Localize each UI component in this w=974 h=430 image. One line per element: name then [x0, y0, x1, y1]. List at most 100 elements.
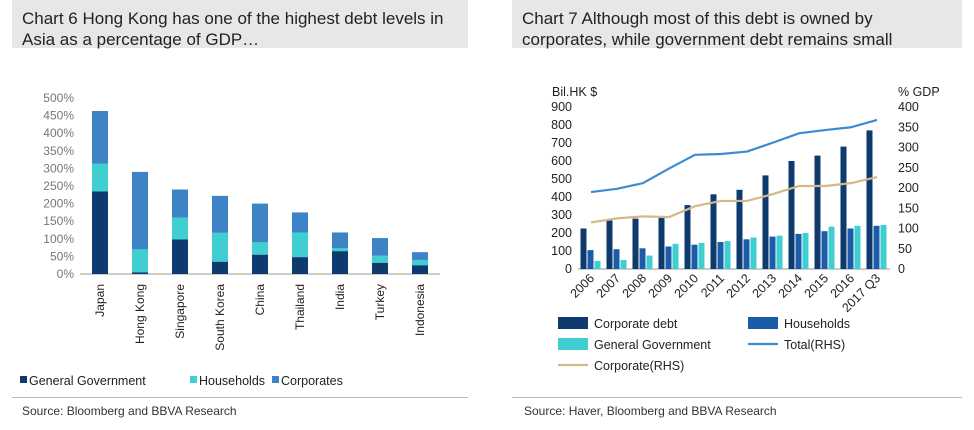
chart6-bar-corporates	[332, 232, 348, 249]
chart7-bar-households	[847, 228, 854, 269]
chart7-legend-label: Corporate(RHS)	[594, 359, 684, 373]
chart7-ytick-left-label: 0	[565, 262, 572, 276]
chart6-source: Source: Bloomberg and BBVA Research	[22, 404, 237, 418]
chart6-ytick-label: 200%	[43, 197, 74, 211]
chart7-bar-corporate-debt	[840, 146, 847, 269]
chart7-ytick-right-label: 50	[898, 242, 912, 256]
chart7-xtick-label: 2010	[672, 271, 702, 301]
chart7-bar-general-government	[880, 224, 887, 269]
chart6-bar-corporates	[372, 238, 388, 256]
chart7-ytick-right-label: 100	[898, 222, 919, 236]
chart7-bar-corporate-debt	[788, 161, 795, 269]
chart7-bar-general-government	[854, 225, 861, 269]
chart7-bar-general-government	[802, 233, 809, 269]
chart7-bar-households	[769, 236, 776, 269]
chart7-xtick-label: 2009	[646, 271, 676, 301]
chart7-bar-households	[873, 225, 880, 269]
chart6-ytick-label: 450%	[43, 109, 74, 123]
chart7-bar-corporate-debt	[658, 217, 665, 269]
chart6-bar-corporates	[292, 212, 308, 233]
chart6-bar-households	[212, 232, 228, 262]
chart6-bar-corporates	[212, 195, 228, 233]
chart7-plot: Bil.HK $% GDP010020030040050060070080090…	[551, 85, 940, 373]
chart7-ytick-right-label: 0	[898, 262, 905, 276]
chart6-xtick-label: Singapore	[173, 284, 187, 339]
chart7-ytick-left-label: 600	[551, 154, 572, 168]
chart7-bar-households	[613, 249, 620, 269]
chart7-ytick-left-label: 500	[551, 172, 572, 186]
chart7-ytick-right-label: 200	[898, 181, 919, 195]
chart7-legend-label: Corporate debt	[594, 317, 678, 331]
chart7-bar-general-government	[594, 260, 601, 269]
chart6-bar-corporates	[172, 189, 188, 218]
chart6-ytick-label: 400%	[43, 126, 74, 140]
chart7-ytick-right-label: 250	[898, 161, 919, 175]
chart7-legend-swatch	[748, 317, 778, 329]
chart6-xtick-label: Turkey	[373, 284, 387, 320]
chart6-ytick-label: 250%	[43, 179, 74, 193]
chart7-panel: Chart 7 Although most of this debt is ow…	[512, 0, 974, 49]
chart7-ytick-left-label: 900	[551, 100, 572, 114]
chart7-ylabel-right: % GDP	[898, 85, 940, 99]
chart6-legend-swatch	[272, 376, 279, 383]
chart6-bar-corporates	[92, 111, 108, 164]
chart7-bar-general-government	[776, 235, 783, 269]
chart7-bar-households	[717, 242, 724, 269]
chart7-bar-corporate-debt	[606, 220, 613, 269]
chart7-bar-households	[795, 233, 802, 269]
chart6-legend-label: Households	[199, 374, 265, 388]
chart7-legend-label: Total(RHS)	[784, 338, 845, 352]
chart6-bar-households	[372, 255, 388, 263]
chart6-bar-general-government	[412, 265, 428, 274]
chart7-legend-label: General Government	[594, 338, 711, 352]
chart6-bar-general-government	[92, 191, 108, 274]
chart6-bar-general-government	[132, 272, 148, 274]
chart6-bar-general-government	[372, 262, 388, 274]
chart6-xtick-label: India	[333, 284, 347, 310]
chart6-bar-households	[412, 259, 428, 266]
chart6-xtick-label: China	[253, 284, 267, 316]
chart6-bar-general-government	[172, 239, 188, 274]
chart6-legend-swatch	[20, 376, 27, 383]
chart6-divider	[12, 397, 468, 398]
chart7-bar-households	[665, 246, 672, 269]
chart7-ytick-left-label: 700	[551, 136, 572, 150]
chart6-ytick-label: 100%	[43, 232, 74, 246]
chart7-bar-corporate-debt	[866, 130, 873, 269]
chart7-ytick-right-label: 350	[898, 120, 919, 134]
chart7-bar-corporate-debt	[710, 194, 717, 269]
chart7-ytick-left-label: 300	[551, 208, 572, 222]
chart7-bar-households	[587, 250, 594, 269]
chart7-ytick-right-label: 400	[898, 100, 919, 114]
chart7-line-corporate-rhs-	[590, 175, 878, 224]
chart7-ytick-left-label: 100	[551, 244, 572, 258]
chart7-divider	[512, 397, 962, 398]
chart6-legend-label: General Government	[29, 374, 146, 388]
chart7-bar-general-government	[750, 237, 757, 269]
chart6-panel: Chart 6 Hong Kong has one of the highest…	[0, 0, 468, 49]
chart7-line-total-rhs-	[590, 118, 878, 194]
chart6-bar-corporates	[252, 203, 268, 243]
chart7-legend-label: Households	[784, 317, 850, 331]
chart6-ytick-label: 300%	[43, 161, 74, 175]
chart6-bar-general-government	[332, 251, 348, 274]
chart6-bar-households	[172, 217, 188, 240]
chart7-bar-general-government	[620, 260, 627, 269]
chart6-ytick-label: 0%	[57, 267, 75, 281]
chart6-ytick-label: 350%	[43, 144, 74, 158]
chart7-ytick-right-label: 150	[898, 201, 919, 215]
chart7-ytick-left-label: 800	[551, 118, 572, 132]
chart7-legend-swatch	[558, 338, 588, 350]
chart7-xtick-label: 2007	[594, 271, 624, 301]
chart6-xtick-label: South Korea	[213, 284, 227, 351]
chart6-bar-households	[332, 248, 348, 252]
chart7-xtick-label: 2012	[724, 271, 754, 301]
chart6-ytick-label: 500%	[43, 91, 74, 105]
chart6-bar-general-government	[212, 261, 228, 274]
chart6-ytick-label: 150%	[43, 214, 74, 228]
chart7-xtick-label: 2014	[776, 271, 806, 301]
chart7-bar-households	[691, 244, 698, 269]
chart7-bar-general-government	[646, 255, 653, 269]
chart7-bar-corporate-debt	[736, 189, 743, 269]
chart7-ytick-left-label: 400	[551, 190, 572, 204]
